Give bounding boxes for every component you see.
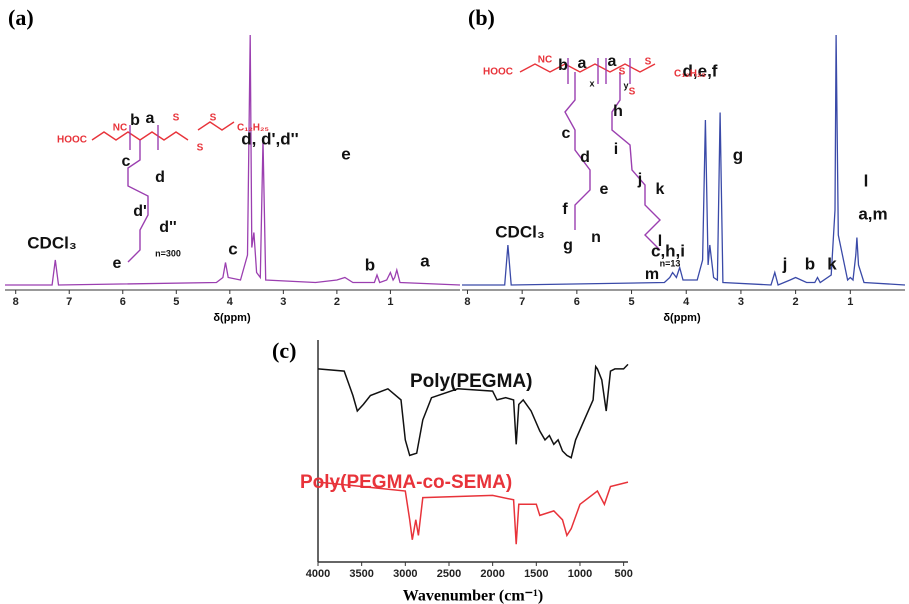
structure-label: HOOC xyxy=(57,135,87,146)
x-tick-label: 500 xyxy=(614,568,632,580)
structure-bonds-b xyxy=(519,58,661,251)
structure-bonds-a xyxy=(91,121,235,263)
x-tick-label: 3 xyxy=(738,296,744,308)
x-tick-label: 2500 xyxy=(437,568,461,580)
peak-label: j xyxy=(782,254,788,273)
structure-label: S xyxy=(197,143,204,154)
x-axis-label: δ(ppm) xyxy=(663,312,701,324)
x-tick-label: 8 xyxy=(464,296,470,308)
structure-label: b xyxy=(558,57,568,74)
structure-label: S xyxy=(173,113,180,124)
x-tick-label: 1500 xyxy=(524,568,548,580)
spectrum-line xyxy=(462,34,906,286)
structure-label: c xyxy=(562,125,571,142)
peak-label: CDCl₃ xyxy=(27,233,76,252)
peak-label: d,e,f xyxy=(683,61,718,80)
x-tick-label: 3 xyxy=(280,296,286,308)
spectrum-line xyxy=(317,481,629,545)
x-tick-label: 6 xyxy=(120,296,126,308)
peak-label: c,h,i xyxy=(651,241,685,260)
structure-label: d xyxy=(155,169,165,186)
x-tick-label: 4000 xyxy=(306,568,330,580)
x-tick-label: 7 xyxy=(519,296,525,308)
structure-label: S xyxy=(210,113,217,124)
structure-label: C₁₂H₂₅ xyxy=(674,69,706,80)
structure-label: S xyxy=(629,87,636,98)
structure-label: e xyxy=(113,255,122,272)
x-tick-label: 2000 xyxy=(480,568,504,580)
panel-label: (b) xyxy=(468,5,495,30)
structure-label: n xyxy=(591,229,601,246)
peak-label: a xyxy=(420,251,430,270)
structure-label: b xyxy=(130,112,140,129)
structure-label: i xyxy=(614,141,618,158)
peak-label: l xyxy=(864,171,869,190)
structure-label: S xyxy=(619,67,626,78)
structure-label: S xyxy=(645,57,652,68)
x-tick-label: 7 xyxy=(66,296,72,308)
peak-label: c xyxy=(228,239,237,258)
x-tick-label: 8 xyxy=(13,296,19,308)
peak-label: e xyxy=(341,144,350,163)
x-tick-label: 1 xyxy=(387,296,393,308)
x-axis-label: Wavenumber (cm⁻¹) xyxy=(403,588,543,604)
structure-label: g xyxy=(563,237,573,254)
x-tick-label: 5 xyxy=(628,296,634,308)
x-tick-label: 1 xyxy=(847,296,853,308)
structure-label: j xyxy=(637,171,642,188)
structure-label: n=13 xyxy=(660,258,681,268)
peak-label: b xyxy=(365,255,375,274)
structure-label: C₁₂H₂₅ xyxy=(237,123,269,134)
panel-label: (a) xyxy=(8,5,34,30)
structure-label: d' xyxy=(133,203,147,220)
spectrum-line xyxy=(317,363,629,459)
structure-label: h xyxy=(613,103,623,120)
series-label: Poly(PEGMA) xyxy=(410,371,532,392)
peak-label: k xyxy=(827,254,837,273)
x-tick-label: 6 xyxy=(574,296,580,308)
structure-label: e xyxy=(600,181,609,198)
structure-label: d'' xyxy=(159,219,176,236)
structure-label: c xyxy=(122,153,131,170)
structure-label: NC xyxy=(538,55,552,66)
structure-label: a xyxy=(578,55,587,72)
structure-label: n=300 xyxy=(155,248,181,258)
x-tick-label: 5 xyxy=(173,296,179,308)
structure-label: NC xyxy=(113,123,127,134)
x-tick-label: 1000 xyxy=(568,568,592,580)
structure-label: k xyxy=(656,181,665,198)
structure-label: a xyxy=(146,110,155,127)
series-label: Poly(PEGMA-co-SEMA) xyxy=(300,472,512,493)
peak-label: b xyxy=(805,254,815,273)
x-tick-label: 2 xyxy=(793,296,799,308)
x-tick-label: 3000 xyxy=(393,568,417,580)
x-axis-label: δ(ppm) xyxy=(213,312,251,324)
structure-label: a xyxy=(608,53,617,70)
peak-label: CDCl₃ xyxy=(495,222,544,241)
structure-label: f xyxy=(562,201,568,218)
x-tick-label: 2 xyxy=(334,296,340,308)
x-tick-label: 4 xyxy=(683,296,690,308)
spectrum-line xyxy=(5,34,461,286)
peak-label: d, d',d'' xyxy=(241,129,298,148)
x-tick-label: 3500 xyxy=(349,568,373,580)
structure-label: d xyxy=(580,149,590,166)
structure-label: HOOC xyxy=(483,67,513,78)
structure-label: y xyxy=(623,80,628,90)
structure-label: l xyxy=(658,233,662,250)
peak-label: a,m xyxy=(858,204,887,223)
structure-label: x xyxy=(589,78,594,88)
peak-label: g xyxy=(733,145,743,164)
structure-label: m xyxy=(645,266,659,283)
x-tick-label: 4 xyxy=(227,296,234,308)
panel-label: (c) xyxy=(272,338,296,363)
